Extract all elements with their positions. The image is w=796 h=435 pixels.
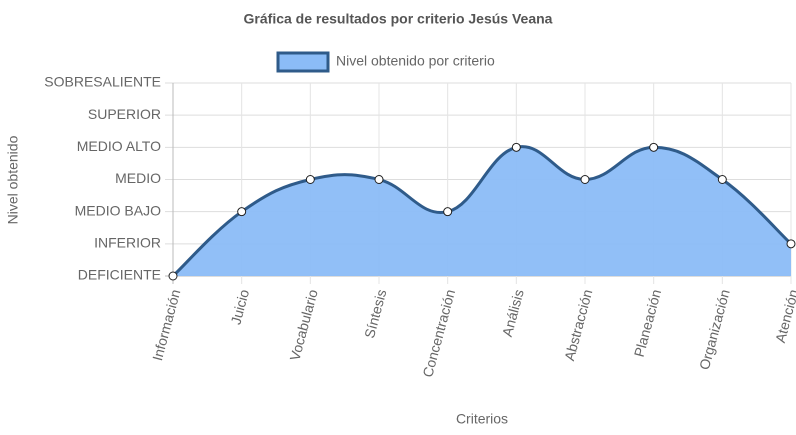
x-tick-label: Análisis (499, 288, 527, 339)
y-tick-label: MEDIO BAJO (75, 202, 161, 218)
point (649, 142, 659, 152)
point (168, 271, 178, 281)
y-tick-label: SUPERIOR (88, 106, 161, 122)
y-tick-label: MEDIO ALTO (77, 138, 161, 154)
y-tick-label: SOBRESALIENTE (44, 74, 161, 90)
line (171, 145, 793, 278)
point (443, 207, 453, 217)
x-tick-label: Juicio (227, 287, 252, 326)
point (786, 239, 796, 249)
legend-label: Nivel obtenido por criterio (336, 53, 495, 69)
legend-swatch (276, 51, 330, 73)
point (237, 207, 247, 217)
x-tick-label: Información (149, 288, 183, 363)
y-tick-label: INFERIOR (94, 235, 161, 251)
y-tick-label: DEFICIENTE (78, 267, 161, 283)
x-tick-label: Planeación (631, 288, 664, 359)
area (173, 146, 791, 276)
point (374, 175, 384, 184)
point (717, 175, 727, 184)
x-tick-label: Organización (696, 288, 733, 372)
y-axis-title: Nivel obtenido (5, 135, 21, 224)
x-tick-label: Atención (772, 288, 796, 345)
point (580, 175, 590, 184)
x-tick-label: Síntesis (361, 288, 389, 340)
x-tick-label: Concentración (419, 288, 458, 379)
chart-title: Gráfica de resultados por criterio Jesús… (244, 11, 553, 27)
x-tick-label: Abstracción (561, 288, 595, 363)
point (305, 175, 315, 184)
x-tick-label: Vocabulario (286, 287, 320, 362)
x-axis-title: Criterios (456, 411, 508, 427)
y-tick-label: MEDIO (115, 170, 161, 186)
point (511, 142, 521, 152)
